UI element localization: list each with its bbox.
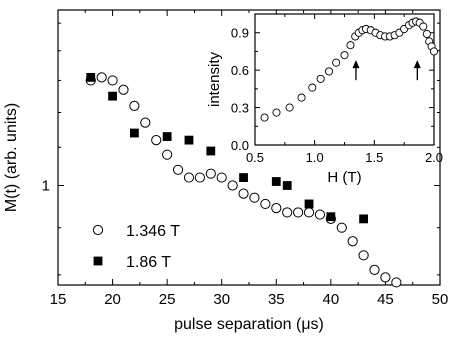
inset-y-tick-label: 0.9 bbox=[231, 26, 249, 41]
data-point-open-circle bbox=[249, 192, 260, 203]
data-point-open-circle bbox=[271, 203, 282, 214]
legend: 1.346 T 1.86 T bbox=[92, 223, 180, 271]
data-point-filled-square bbox=[304, 199, 314, 209]
data-point-open-circle bbox=[358, 250, 369, 261]
data-point-open-circle bbox=[314, 209, 326, 220]
inset-y-tick-label: 0.6 bbox=[231, 63, 249, 78]
x-axis-label: pulse separation (μs) bbox=[174, 316, 324, 333]
y-tick-label: 1 bbox=[42, 178, 50, 195]
inset-data-point-open-circle bbox=[308, 83, 317, 92]
inset-data-point-open-circle bbox=[285, 103, 294, 112]
legend-marker-open-circle bbox=[92, 224, 104, 236]
data-point-filled-square bbox=[239, 173, 248, 182]
x-tick-label: 35 bbox=[268, 291, 285, 308]
data-point-filled-square bbox=[326, 212, 336, 222]
legend-label: 1.346 T bbox=[126, 223, 180, 240]
x-tick-label: 50 bbox=[432, 291, 449, 308]
x-tick-label: 45 bbox=[377, 291, 394, 308]
data-point-open-circle bbox=[205, 168, 216, 179]
data-point-open-circle bbox=[172, 164, 184, 175]
data-point-open-circle bbox=[227, 180, 238, 191]
legend-marker-filled-square bbox=[93, 256, 103, 266]
data-point-open-circle bbox=[162, 149, 173, 160]
inset-data-point-open-circle bbox=[324, 67, 334, 76]
data-point-open-circle bbox=[107, 75, 118, 86]
inset-data-point-open-circle bbox=[297, 93, 306, 102]
arrow-head-icon bbox=[352, 60, 360, 69]
data-point-filled-square bbox=[108, 91, 117, 101]
data-point-open-circle bbox=[96, 72, 107, 83]
inset-data-point-open-circle bbox=[346, 41, 355, 50]
x-tick-label: 15 bbox=[50, 291, 67, 308]
legend-label: 1.86 T bbox=[126, 254, 171, 271]
data-point-open-circle bbox=[260, 198, 271, 210]
inset-data-point-open-circle bbox=[260, 113, 269, 122]
main-plot: 15 20 25 30 35 40 45 50 1 pulse separation (μs) M(… bbox=[3, 9, 449, 333]
data-point-filled-square bbox=[206, 146, 216, 156]
inset-y-tick-label: 0.3 bbox=[231, 101, 249, 116]
inset-data-point-open-circle bbox=[332, 58, 341, 67]
data-point-open-circle bbox=[183, 172, 195, 183]
inset-data-point-open-circle bbox=[419, 22, 428, 31]
data-point-open-circle bbox=[391, 277, 402, 288]
data-point-open-circle bbox=[118, 84, 129, 95]
data-point-open-circle bbox=[369, 264, 380, 275]
data-point-open-circle bbox=[129, 100, 140, 111]
data-point-open-circle bbox=[336, 222, 347, 233]
data-point-filled-square bbox=[130, 128, 139, 138]
inset-x-tick-label: 2.0 bbox=[425, 150, 443, 165]
data-point-filled-square bbox=[359, 214, 368, 224]
data-point-filled-square bbox=[271, 177, 281, 186]
series-1 bbox=[86, 72, 368, 224]
x-tick-label: 20 bbox=[104, 291, 121, 308]
inset-x-tick-label: 0.5 bbox=[246, 150, 264, 165]
data-point-open-circle bbox=[194, 172, 205, 183]
x-tick-label: 25 bbox=[159, 291, 176, 308]
data-point-open-circle bbox=[140, 117, 151, 128]
inset-x-tick-label: 1.0 bbox=[306, 150, 324, 165]
data-point-filled-square bbox=[162, 132, 172, 141]
inset-frame bbox=[254, 13, 435, 146]
data-point-open-circle bbox=[293, 207, 304, 218]
data-point-filled-square bbox=[282, 181, 292, 190]
inset-x-axis-label: H (T) bbox=[327, 169, 361, 186]
inset-data-point-open-circle bbox=[429, 47, 439, 56]
x-tick-label: 40 bbox=[323, 291, 340, 308]
inset-data-point-open-circle bbox=[340, 51, 349, 60]
inset-y-axis-label: intensity bbox=[206, 51, 223, 107]
data-point-open-circle bbox=[282, 207, 293, 218]
data-point-open-circle bbox=[238, 188, 249, 199]
data-point-open-circle bbox=[347, 236, 358, 247]
data-point-filled-square bbox=[86, 72, 96, 82]
inset-x-tick-label: 1.5 bbox=[365, 150, 383, 165]
inset-data-point-open-circle bbox=[422, 29, 431, 39]
series-0 bbox=[85, 72, 402, 288]
inset-data-point-open-circle bbox=[316, 74, 325, 83]
data-point-open-circle bbox=[380, 272, 391, 283]
inset-y-tick-label: 0.0 bbox=[231, 138, 249, 153]
x-tick-label: 30 bbox=[213, 291, 230, 308]
inset-data-point-open-circle bbox=[272, 108, 281, 117]
data-point-open-circle bbox=[303, 207, 315, 218]
inset-plot: 0.5 1.0 1.5 2.0 0.0 0.3 0.6 0.9 H (T) intensity bbox=[206, 13, 443, 186]
data-point-filled-square bbox=[184, 135, 194, 145]
data-point-open-circle bbox=[216, 172, 227, 183]
data-point-open-circle bbox=[151, 135, 162, 146]
arrow-head-icon bbox=[413, 60, 421, 69]
y-axis-label: M(t) (arb. units) bbox=[3, 103, 20, 212]
inset-series-0 bbox=[260, 17, 439, 122]
